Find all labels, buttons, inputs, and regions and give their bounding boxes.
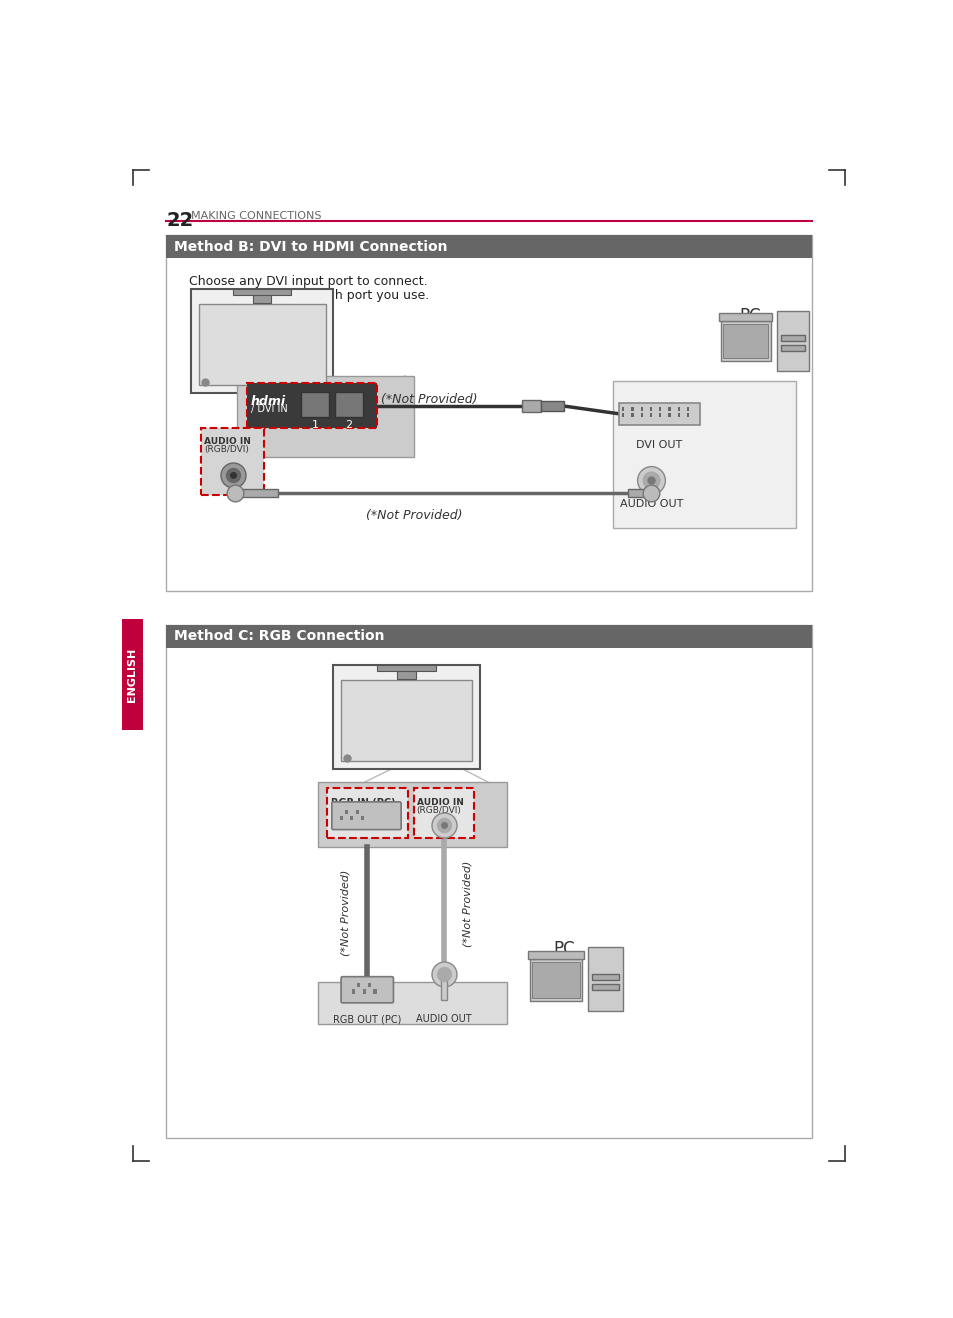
Bar — [640, 413, 642, 416]
Text: PC: PC — [739, 307, 760, 324]
Text: AUDIO OUT: AUDIO OUT — [416, 1015, 472, 1024]
Bar — [396, 664, 416, 679]
Text: hdmi: hdmi — [251, 394, 286, 407]
Bar — [677, 413, 679, 416]
Bar — [621, 407, 624, 411]
Text: (*Not Provided): (*Not Provided) — [381, 393, 477, 406]
Text: RGB IN (PC): RGB IN (PC) — [331, 797, 395, 808]
Bar — [668, 407, 670, 411]
Bar — [780, 344, 804, 351]
Bar — [233, 289, 291, 295]
Bar — [532, 962, 579, 998]
Bar — [659, 407, 660, 411]
Bar — [166, 235, 811, 258]
Bar — [166, 625, 811, 648]
Bar — [659, 413, 660, 416]
Bar — [618, 403, 700, 424]
Bar — [686, 407, 688, 411]
Bar — [237, 376, 414, 457]
Bar — [335, 393, 362, 416]
Bar — [640, 407, 642, 411]
Bar — [166, 625, 811, 1137]
Text: (*Not Provided): (*Not Provided) — [340, 870, 351, 956]
FancyBboxPatch shape — [414, 788, 474, 838]
FancyBboxPatch shape — [327, 788, 408, 838]
Text: AUDIO IN: AUDIO IN — [416, 797, 463, 807]
Bar — [780, 335, 804, 341]
Bar — [592, 974, 618, 979]
Bar — [521, 399, 540, 413]
Bar — [631, 407, 633, 411]
Bar — [668, 413, 670, 416]
FancyBboxPatch shape — [247, 384, 376, 427]
Text: Method B: DVI to HDMI Connection: Method B: DVI to HDMI Connection — [173, 240, 447, 253]
Bar — [361, 816, 364, 820]
Text: RGB OUT (PC): RGB OUT (PC) — [333, 1015, 401, 1024]
Bar — [649, 413, 652, 416]
Text: (*Not Provided): (*Not Provided) — [462, 861, 472, 948]
Text: AUDIO OUT: AUDIO OUT — [619, 500, 682, 509]
Bar — [592, 983, 618, 990]
Bar — [301, 393, 329, 416]
Bar — [191, 289, 333, 393]
Text: / DVI IN: / DVI IN — [251, 403, 288, 414]
Bar — [776, 311, 808, 370]
Text: Method C: RGB Connection: Method C: RGB Connection — [173, 629, 384, 643]
Bar — [588, 948, 622, 1011]
Bar — [621, 413, 624, 416]
Text: 22: 22 — [166, 211, 193, 229]
Bar — [333, 664, 479, 768]
Text: MAKING CONNECTIONS: MAKING CONNECTIONS — [191, 211, 321, 220]
Text: (*Not Provided): (*Not Provided) — [366, 509, 462, 522]
Bar — [253, 289, 271, 303]
Bar — [440, 974, 447, 1000]
Bar — [677, 407, 679, 411]
Text: 1: 1 — [311, 420, 318, 430]
Text: It does not matter which port you use.: It does not matter which port you use. — [190, 289, 429, 302]
Bar — [239, 489, 277, 497]
Text: DVI OUT: DVI OUT — [636, 440, 681, 449]
Bar — [339, 816, 342, 820]
Bar — [313, 402, 325, 411]
Bar — [355, 809, 358, 815]
Text: 2: 2 — [345, 420, 352, 430]
Bar — [341, 680, 472, 760]
Bar — [317, 782, 506, 847]
Text: ENGLISH: ENGLISH — [128, 647, 137, 701]
Bar — [376, 664, 436, 671]
Bar — [540, 402, 564, 411]
Bar — [121, 618, 143, 730]
Text: (RGB/DVI): (RGB/DVI) — [416, 807, 461, 816]
Bar — [352, 988, 355, 994]
Bar — [350, 816, 353, 820]
Bar — [362, 988, 365, 994]
Text: Choose any DVI input port to connect.: Choose any DVI input port to connect. — [190, 275, 428, 289]
Text: (RGB/DVI): (RGB/DVI) — [204, 445, 249, 455]
FancyBboxPatch shape — [201, 427, 264, 496]
FancyBboxPatch shape — [341, 977, 393, 1003]
Bar — [720, 320, 770, 361]
Bar — [356, 983, 360, 987]
Bar — [628, 489, 651, 497]
Bar — [529, 960, 581, 1002]
Text: PC: PC — [553, 940, 575, 958]
FancyBboxPatch shape — [332, 801, 400, 829]
Bar — [612, 381, 796, 527]
Bar — [166, 235, 811, 590]
Bar — [719, 312, 772, 320]
Text: AUDIO IN: AUDIO IN — [204, 436, 251, 445]
Bar — [686, 413, 688, 416]
Bar — [198, 304, 325, 385]
Bar — [631, 413, 633, 416]
Bar — [345, 809, 348, 815]
Bar — [722, 324, 767, 357]
Bar — [368, 983, 371, 987]
Bar — [373, 988, 376, 994]
Bar — [528, 952, 583, 960]
Bar — [649, 407, 652, 411]
Bar — [317, 982, 506, 1024]
